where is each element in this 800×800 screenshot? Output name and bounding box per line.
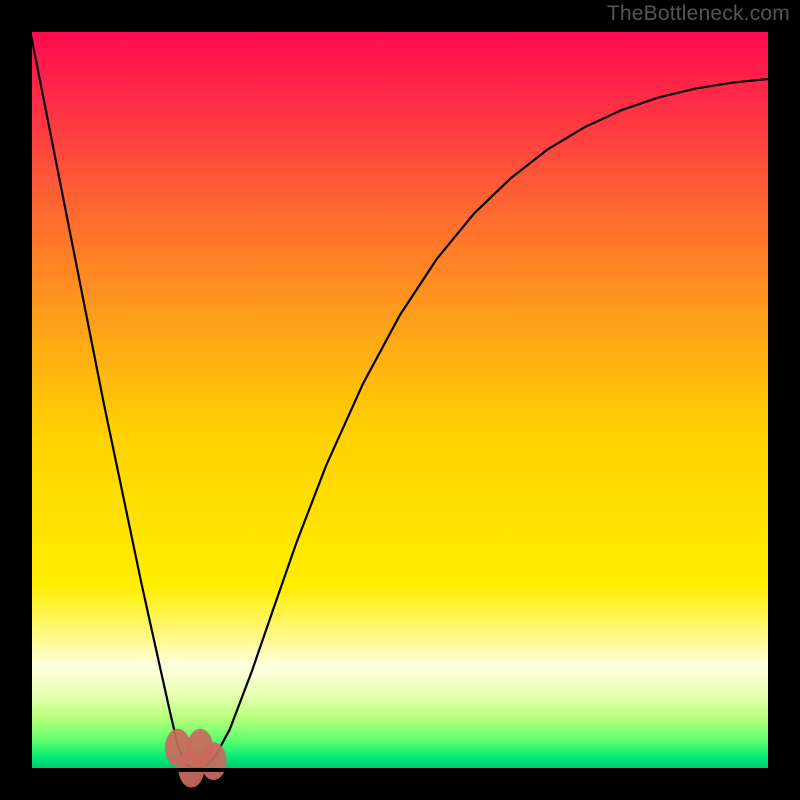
plot-background [30, 30, 770, 770]
chart-stage: TheBottleneck.com [0, 0, 800, 800]
bottleneck-chart [0, 0, 800, 800]
watermark-text: TheBottleneck.com [607, 2, 790, 26]
scatter-point [201, 742, 227, 780]
